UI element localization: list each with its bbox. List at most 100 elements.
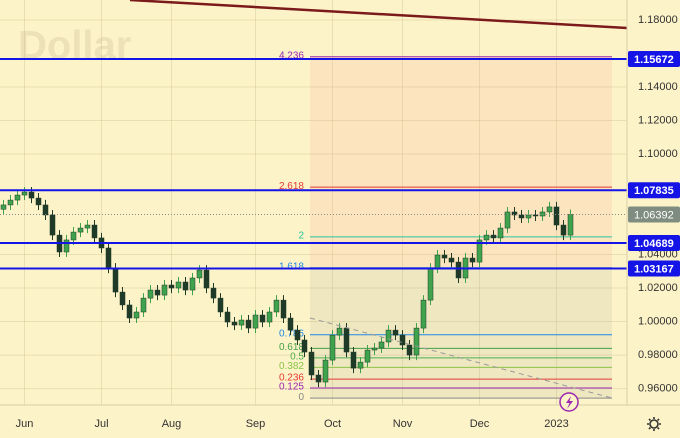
candle-body bbox=[49, 214, 56, 236]
y-tick-label: 0.96000 bbox=[638, 382, 678, 394]
candle-body bbox=[497, 227, 504, 239]
candle-body bbox=[357, 361, 364, 369]
settings-button[interactable] bbox=[647, 417, 661, 431]
candle-body bbox=[392, 329, 399, 336]
candle-body bbox=[378, 341, 385, 349]
level-label: 1.15672 bbox=[634, 54, 674, 66]
y-tick-label: 1.12000 bbox=[638, 114, 678, 126]
candle-body bbox=[350, 351, 357, 369]
candle-body bbox=[252, 314, 259, 329]
candle-body bbox=[455, 261, 462, 279]
candle-body bbox=[385, 329, 392, 343]
candle-body bbox=[0, 204, 7, 210]
level-label: 1.07835 bbox=[634, 185, 674, 197]
candle-body bbox=[91, 224, 98, 239]
fib-zone bbox=[310, 56, 612, 268]
candle-body bbox=[112, 267, 119, 293]
last-price-box bbox=[628, 206, 680, 223]
candle-body bbox=[560, 224, 567, 236]
candle-body bbox=[70, 231, 77, 241]
candle-body bbox=[336, 327, 343, 336]
fib-level-label: 0.618 bbox=[279, 342, 304, 353]
dashed-trend-line bbox=[309, 317, 613, 399]
y-tick-label: 1.04000 bbox=[638, 248, 678, 260]
candle-body bbox=[364, 349, 371, 363]
candle-body bbox=[140, 297, 147, 313]
candle-body bbox=[343, 327, 350, 353]
candle-body bbox=[119, 291, 126, 306]
candle-body bbox=[168, 284, 175, 289]
fib-level-label: 0.236 bbox=[279, 373, 304, 384]
candle-body bbox=[126, 304, 133, 319]
level-label-box bbox=[628, 234, 680, 251]
fib-zone bbox=[310, 267, 612, 399]
x-tick-label: Jun bbox=[16, 418, 34, 430]
candle-body bbox=[490, 234, 497, 239]
candle-body bbox=[77, 227, 84, 233]
level-label-box bbox=[628, 260, 680, 277]
fib-level-label: 1.618 bbox=[279, 261, 304, 272]
candle-body bbox=[231, 321, 238, 326]
candle-body bbox=[420, 299, 427, 329]
fib-level-label: 2.618 bbox=[279, 181, 304, 192]
candle-body bbox=[483, 234, 490, 241]
candle-body bbox=[315, 374, 322, 383]
fib-level-label: 2 bbox=[298, 231, 304, 242]
candle-body bbox=[147, 289, 154, 299]
x-tick-label: Jul bbox=[94, 418, 108, 430]
x-tick-label: Nov bbox=[393, 418, 413, 430]
alert-icon[interactable] bbox=[559, 392, 579, 412]
candle-body bbox=[308, 351, 315, 376]
candle-body bbox=[567, 214, 574, 236]
candle-body bbox=[448, 257, 455, 263]
watermark-title: Dollar bbox=[18, 24, 131, 68]
candle-body bbox=[280, 299, 287, 319]
candle-body bbox=[7, 199, 14, 206]
level-label: 1.04689 bbox=[634, 238, 674, 250]
y-tick-label: 1.18000 bbox=[638, 14, 678, 26]
candle-body bbox=[196, 269, 203, 279]
fib-level-label: 0.382 bbox=[279, 361, 304, 372]
candle-body bbox=[42, 204, 49, 216]
x-tick-label: 2023 bbox=[544, 418, 568, 430]
candle-body bbox=[182, 281, 189, 291]
candle-body bbox=[329, 334, 336, 361]
candle-body bbox=[525, 214, 532, 219]
candle-body bbox=[259, 314, 266, 323]
fib-level-label: 0.125 bbox=[279, 382, 304, 393]
y-tick-label: 1.14000 bbox=[638, 81, 678, 93]
fib-level-label: 0 bbox=[298, 392, 304, 403]
candle-body bbox=[28, 191, 35, 199]
candle-body bbox=[14, 194, 21, 201]
candle-body bbox=[322, 359, 329, 383]
trend-line bbox=[129, 0, 628, 30]
candle-body bbox=[469, 257, 476, 263]
candle-body bbox=[175, 281, 182, 289]
candle-body bbox=[238, 319, 245, 326]
candle-body bbox=[427, 267, 434, 301]
candle-body bbox=[476, 239, 483, 263]
candle-body bbox=[210, 287, 217, 299]
x-tick-label: Sep bbox=[246, 418, 266, 430]
candle-body bbox=[406, 344, 413, 356]
candle-body bbox=[504, 211, 511, 229]
candle-body bbox=[371, 347, 378, 351]
candle-body bbox=[154, 289, 161, 296]
candle-body bbox=[224, 311, 231, 323]
candle-body bbox=[105, 247, 112, 269]
fib-level-label: 0.5 bbox=[290, 351, 304, 362]
candle-body bbox=[434, 254, 441, 269]
candle-body bbox=[441, 254, 448, 259]
candle-body bbox=[518, 214, 525, 219]
x-tick-label: Dec bbox=[470, 418, 490, 430]
candle-body bbox=[399, 334, 406, 346]
candle-body bbox=[133, 311, 140, 319]
candle-body bbox=[413, 327, 420, 356]
level-label: 1.03167 bbox=[634, 263, 674, 275]
candle-body bbox=[21, 191, 28, 196]
x-tick-label: Aug bbox=[162, 418, 182, 430]
x-tick-label: Oct bbox=[324, 418, 341, 430]
y-tick-label: 1.10000 bbox=[638, 148, 678, 160]
candle-body bbox=[294, 329, 301, 341]
